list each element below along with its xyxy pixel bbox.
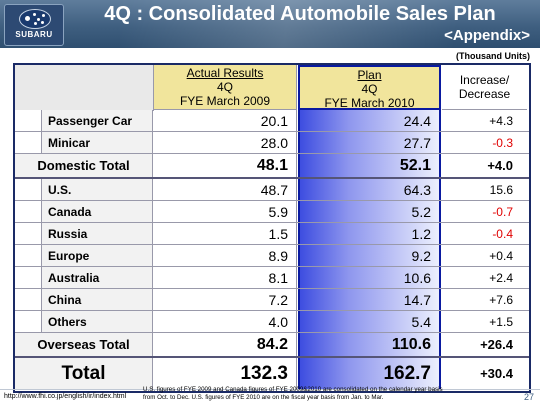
actual-value: 8.1	[154, 267, 297, 288]
plan-value: 5.4	[298, 311, 441, 332]
group-indent-cell	[15, 223, 42, 244]
table-row-europe: Europe 8.9 9.2 +0.4	[15, 245, 529, 267]
table-row-minicar: Minicar 28.0 27.7 -0.3	[15, 132, 529, 154]
change-value: +7.6	[489, 292, 513, 307]
table-row-canada: Canada 5.9 5.2 -0.7	[15, 201, 529, 223]
plan-header-line3: FYE March 2010	[324, 96, 415, 110]
column-header-actual: Actual Results 4Q FYE March 2009	[154, 65, 297, 110]
plan-value: 10.6	[298, 267, 441, 288]
actual-value: 28.0	[154, 132, 297, 153]
slide-title: 4Q : Consolidated Automobile Sales Plan	[104, 3, 496, 25]
actual-value: 8.9	[154, 245, 297, 266]
table-row-russia: Russia 1.5 1.2 -0.4	[15, 223, 529, 245]
change-header-line2: Decrease	[458, 87, 511, 101]
header-shine	[120, 0, 540, 48]
change-value: +4.0	[487, 158, 513, 173]
plan-value: 52.1	[298, 154, 441, 177]
plan-value: 110.6	[298, 333, 441, 356]
footnote-line2: from Oct. to Dec. U.S. figures of FYE 20…	[143, 393, 384, 401]
actual-value: 48.7	[154, 179, 297, 200]
page-number: 27	[523, 392, 534, 402]
row-label: Domestic Total	[15, 154, 153, 177]
change-value: +26.4	[480, 337, 513, 352]
units-label: (Thousand Units)	[456, 51, 530, 61]
header-blank-cell	[15, 65, 154, 111]
footnote: U.S. figures of FYE 2009 and Canada figu…	[143, 386, 508, 401]
change-value: +2.4	[489, 270, 513, 285]
group-indent-cell	[15, 289, 42, 310]
actual-header-line2: 4Q	[216, 80, 233, 94]
column-header-plan: Plan 4Q FYE March 2010	[298, 65, 441, 110]
group-indent-cell	[15, 267, 42, 288]
footer-divider	[0, 389, 540, 390]
actual-header-line3: FYE March 2009	[179, 94, 271, 108]
plan-value: 5.2	[298, 201, 441, 222]
plan-value: 1.2	[298, 223, 441, 244]
table-row-domestic-total: Domestic Total 48.1 52.1 +4.0	[15, 154, 529, 179]
plan-value: 64.3	[298, 179, 441, 200]
actual-value: 48.1	[154, 154, 297, 177]
change-value: -0.4	[492, 226, 513, 241]
row-label: Others	[42, 311, 153, 332]
row-label: U.S.	[42, 179, 153, 200]
change-value: -0.3	[492, 135, 513, 150]
change-value: 15.6	[489, 182, 513, 197]
group-indent-cell	[15, 201, 42, 222]
actual-value: 132.3	[154, 358, 297, 389]
footnote-line1: U.S. figures of FYE 2009 and Canada figu…	[143, 386, 443, 393]
group-indent-cell	[15, 311, 42, 332]
subaru-logo: SUBARU	[4, 4, 64, 46]
column-header-change: Increase/ Decrease	[442, 65, 527, 110]
row-label: China	[42, 289, 153, 310]
row-label: Canada	[42, 201, 153, 222]
actual-value: 5.9	[154, 201, 297, 222]
row-label: Passenger Car	[42, 110, 153, 131]
group-indent-cell	[15, 245, 42, 266]
table-row-passenger-car: Passenger Car 20.1 24.4 +4.3	[15, 110, 529, 132]
change-value: +1.5	[489, 314, 513, 329]
plan-header-line1: Plan	[357, 68, 382, 82]
change-value: -0.7	[492, 204, 513, 219]
row-label: Minicar	[42, 132, 153, 153]
footer-url-link[interactable]: http://www.fhi.co.jp/english/ir/index.ht…	[4, 393, 127, 400]
plan-header-line2: 4Q	[361, 82, 378, 96]
table-row-us: U.S. 48.7 64.3 15.6	[15, 179, 529, 201]
row-label: Europe	[42, 245, 153, 266]
plan-value: 14.7	[298, 289, 441, 310]
row-label: Russia	[42, 223, 153, 244]
row-label: Overseas Total	[15, 333, 153, 356]
actual-value: 84.2	[154, 333, 297, 356]
actual-value: 4.0	[154, 311, 297, 332]
group-indent-cell	[15, 179, 42, 200]
actual-value: 20.1	[154, 110, 297, 131]
change-value: +0.4	[489, 248, 513, 263]
table-row-australia: Australia 8.1 10.6 +2.4	[15, 267, 529, 289]
change-header-line1: Increase/	[459, 73, 510, 87]
table-row-overseas-total: Overseas Total 84.2 110.6 +26.4	[15, 333, 529, 358]
slide-subtitle: <Appendix>	[444, 27, 530, 44]
table-row-china: China 7.2 14.7 +7.6	[15, 289, 529, 311]
table-row-others: Others 4.0 5.4 +1.5	[15, 311, 529, 333]
row-label: Total	[15, 358, 153, 389]
sales-table: Actual Results 4Q FYE March 2009 Plan 4Q…	[13, 63, 531, 393]
table-row-total: Total 132.3 162.7 +30.4	[15, 358, 529, 389]
actual-value: 7.2	[154, 289, 297, 310]
plan-value: 9.2	[298, 245, 441, 266]
logo-wordmark: SUBARU	[15, 30, 53, 39]
pleiades-emblem-icon	[19, 9, 51, 29]
row-label: Australia	[42, 267, 153, 288]
plan-value: 24.4	[298, 110, 441, 131]
plan-value: 162.7	[298, 358, 441, 389]
plan-value: 27.7	[298, 132, 441, 153]
actual-header-line1: Actual Results	[186, 66, 264, 80]
group-indent-cell	[15, 110, 42, 131]
group-indent-cell	[15, 132, 42, 153]
change-value: +4.3	[489, 113, 513, 128]
slide-header: SUBARU 4Q : Consolidated Automobile Sale…	[0, 0, 540, 48]
change-value: +30.4	[480, 366, 513, 381]
actual-value: 1.5	[154, 223, 297, 244]
